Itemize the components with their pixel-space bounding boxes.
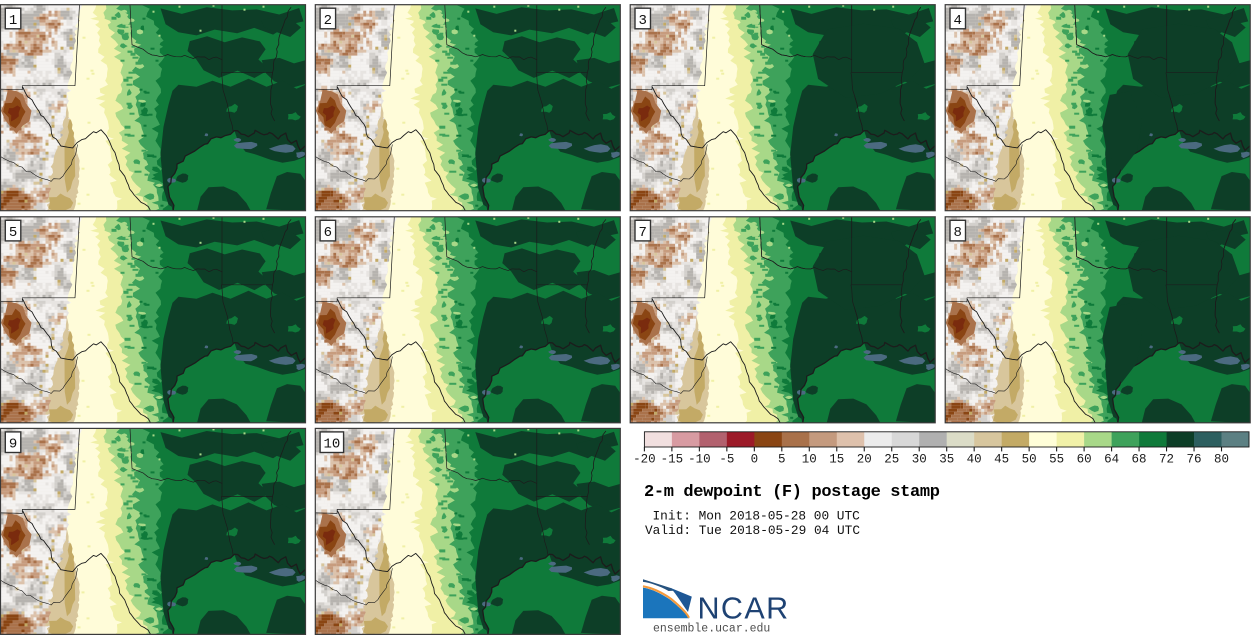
svg-text:7: 7 [639,225,647,241]
svg-text:30: 30 [912,453,927,467]
svg-text:Valid: Tue 2018-05-29 04 UTC: Valid: Tue 2018-05-29 04 UTC [645,523,860,538]
svg-text:10: 10 [802,453,817,467]
svg-text:4: 4 [954,13,962,29]
svg-text:80: 80 [1214,453,1229,467]
svg-text:50: 50 [1022,453,1037,467]
svg-text:-5: -5 [719,453,734,467]
svg-text:2-m dewpoint (F) postage stamp: 2-m dewpoint (F) postage stamp [644,483,940,502]
svg-text:Init: Mon 2018-05-28 00 UTC: Init: Mon 2018-05-28 00 UTC [653,509,861,524]
svg-text:15: 15 [829,453,844,467]
svg-text:0: 0 [751,453,759,467]
svg-text:20: 20 [857,453,872,467]
svg-text:2: 2 [324,13,332,29]
svg-text:5: 5 [9,225,17,241]
svg-text:55: 55 [1049,453,1064,467]
svg-text:8: 8 [954,225,962,241]
svg-text:25: 25 [884,453,899,467]
svg-text:NCAR: NCAR [698,592,790,626]
svg-text:35: 35 [939,453,954,467]
svg-text:76: 76 [1187,453,1202,467]
svg-text:72: 72 [1159,453,1174,467]
svg-text:9: 9 [9,437,17,453]
svg-text:60: 60 [1077,453,1092,467]
svg-text:10: 10 [323,437,340,453]
svg-text:3: 3 [639,13,647,29]
svg-text:64: 64 [1104,453,1119,467]
svg-text:45: 45 [994,453,1009,467]
svg-text:-10: -10 [688,453,711,467]
svg-text:6: 6 [324,225,332,241]
svg-text:ensemble.ucar.edu: ensemble.ucar.edu [653,623,770,635]
svg-text:-15: -15 [661,453,684,467]
svg-text:40: 40 [967,453,982,467]
svg-text:68: 68 [1132,453,1147,467]
svg-text:-20: -20 [633,453,656,467]
svg-text:1: 1 [9,13,17,29]
svg-text:5: 5 [778,453,786,467]
